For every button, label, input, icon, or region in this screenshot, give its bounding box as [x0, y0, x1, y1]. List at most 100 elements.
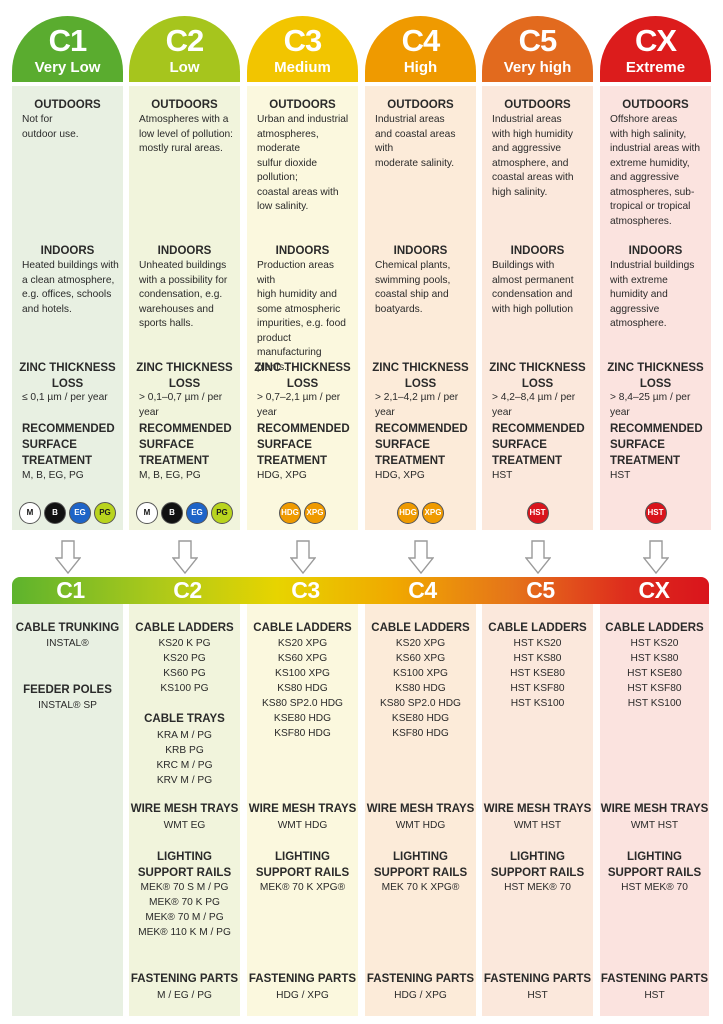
indoors-line: Chemical plants, [375, 259, 472, 274]
indoors-line: warehouses and [139, 303, 236, 318]
product-item: KS80 SP2.0 HDG [365, 696, 476, 711]
product-group-heading: WIRE MESH TRAYS [482, 801, 593, 817]
indoors-line: sports halls. [139, 317, 236, 332]
zinc-loss-value: > 0,1–0,7 µm / per year [139, 391, 236, 420]
indoors-line: almost permanent [492, 274, 589, 289]
product-item: HDG / XPG [247, 988, 358, 1003]
class-header-cx: CX Extreme [600, 16, 711, 82]
product-item: KS20 XPG [247, 636, 358, 651]
product-item: KS80 SP2.0 HDG [247, 696, 358, 711]
product-item: MEK® 70 S M / PG [129, 880, 240, 895]
outdoors-heading: OUTDOORS [247, 97, 358, 113]
indoors-line: condensation, e.g. [139, 288, 236, 303]
outdoors-line: atmospheres. [610, 215, 707, 230]
class-header-c1: C1 Very Low [12, 16, 123, 82]
product-item: KS80 HDG [247, 681, 358, 696]
indoors-text: Industrial buildings with extreme humidity… [610, 259, 707, 332]
indoors-line: product manufacturing [257, 332, 354, 361]
product-item: HST KS80 [482, 651, 593, 666]
indoors-line: Buildings with [492, 259, 589, 274]
indoors-line: Production areas with [257, 259, 354, 288]
outdoors-text: Industrial areas with high humidity and ag… [492, 113, 589, 200]
badge-pg: PG [211, 502, 233, 524]
zinc-loss-heading: ZINC THICKNESS LOSS [12, 360, 123, 392]
zinc-loss-value: > 2,1–4,2 µm / per year [375, 391, 472, 420]
indoors-heading: INDOORS [482, 243, 593, 259]
surface-treatment-heading-line: RECOMMENDED [22, 421, 119, 437]
product-group-heading: WIRE MESH TRAYS [129, 801, 240, 817]
product-group-heading: LIGHTING SUPPORT RAILS [600, 849, 709, 881]
product-item: MEK 70 K XPG® [365, 880, 476, 895]
zinc-loss-heading: ZINC THICKNESS LOSS [129, 360, 240, 392]
down-arrow-icon [55, 540, 81, 574]
down-arrow-icon [525, 540, 551, 574]
surface-treatment-heading-line: TREATMENT [139, 453, 236, 469]
surface-treatment-value: HDG, XPG [257, 469, 354, 484]
zinc-loss-heading-line: ZINC THICKNESS [247, 360, 358, 376]
outdoors-line: Not for [22, 113, 119, 128]
product-group-heading-line: CABLE TRUNKING [12, 620, 123, 636]
indoors-line: e.g. offices, schools [22, 288, 119, 303]
product-group-heading-line: LIGHTING [482, 849, 593, 865]
indoors-text: Chemical plants, swimming pools, coastal s… [375, 259, 472, 317]
badge-hdg: HDG [397, 502, 419, 524]
outdoors-line: Urban and industrial [257, 113, 354, 128]
zinc-loss-heading-line: LOSS [482, 376, 593, 392]
zinc-loss-heading: ZINC THICKNESS LOSS [482, 360, 593, 392]
down-arrow-icon [290, 540, 316, 574]
product-group-heading-line: FASTENING PARTS [482, 971, 593, 987]
indoors-heading: INDOORS [365, 243, 476, 259]
indoors-line: impurities, e.g. food [257, 317, 354, 332]
product-list: KS20 XPG KS60 XPG KS100 XPG KS80 HDG KS80 SP… [365, 636, 476, 741]
class-code: CX [600, 26, 711, 56]
product-group-heading: CABLE LADDERS [482, 620, 593, 636]
product-group-heading: FASTENING PARTS [482, 971, 593, 987]
outdoors-heading: OUTDOORS [482, 97, 593, 113]
surface-treatment-heading-line: RECOMMENDED [257, 421, 354, 437]
surface-treatment-value: M, B, EG, PG [22, 469, 119, 484]
bar-label-c2: C2 [129, 577, 246, 604]
class-code: C4 [365, 26, 476, 56]
product-item: HST KS100 [482, 696, 593, 711]
treatment-badges: HST [645, 502, 667, 524]
class-level: Very high [482, 59, 593, 76]
badge-m: M [19, 502, 41, 524]
class-header-c4: C4 High [365, 16, 476, 82]
product-group-heading: CABLE TRAYS [129, 711, 240, 727]
zinc-loss-heading-line: LOSS [12, 376, 123, 392]
product-list: HST KS20 HST KS80 HST KSE80 HST KSF80 HST KS… [600, 636, 709, 711]
surface-treatment-heading-line: SURFACE [610, 437, 707, 453]
indoors-line: humidity and [610, 288, 707, 303]
outdoors-heading: OUTDOORS [600, 97, 711, 113]
surface-treatment-heading-line: RECOMMENDED [139, 421, 236, 437]
product-group-heading: CABLE LADDERS [600, 620, 709, 636]
surface-treatment-heading-line: SURFACE [22, 437, 119, 453]
indoors-text: Unheated buildings with a possibility for… [139, 259, 236, 332]
indoors-line: a clean atmosphere, [22, 274, 119, 289]
zinc-loss-value: > 4,2–8,4 µm / per year [492, 391, 589, 420]
outdoors-line: mostly rural areas. [139, 142, 236, 157]
zinc-loss-value: > 0,7–2,1 µm / per year [257, 391, 354, 420]
outdoors-line: industrial areas with [610, 142, 707, 157]
product-item: M / EG / PG [129, 988, 240, 1003]
outdoors-heading: OUTDOORS [12, 97, 123, 113]
indoors-line: Heated buildings with [22, 259, 119, 274]
surface-treatment-heading-line: SURFACE [139, 437, 236, 453]
product-list: MEK 70 K XPG® [365, 880, 476, 895]
class-level: Very Low [12, 59, 123, 76]
outdoors-line: extreme humidity, [610, 157, 707, 172]
product-item: HST MEK® 70 [482, 880, 593, 895]
outdoors-line: atmospheres, sub- [610, 186, 707, 201]
product-list: INSTAL® [12, 636, 123, 651]
product-item: INSTAL® [12, 636, 123, 651]
product-group-heading-line: SUPPORT RAILS [482, 865, 593, 881]
product-list: INSTAL® SP [12, 698, 123, 713]
zinc-loss-value: > 8,4–25 µm / per year [610, 391, 707, 420]
product-group-heading: LIGHTING SUPPORT RAILS [247, 849, 358, 881]
product-list: KS20 XPG KS60 XPG KS100 XPG KS80 HDG KS80 SP… [247, 636, 358, 741]
surface-treatment-heading-line: RECOMMENDED [492, 421, 589, 437]
indoors-text: Heated buildings with a clean atmosphere,… [22, 259, 119, 317]
zinc-loss-heading-line: LOSS [600, 376, 711, 392]
product-group-heading-line: FASTENING PARTS [365, 971, 476, 987]
zinc-loss-heading-line: ZINC THICKNESS [129, 360, 240, 376]
